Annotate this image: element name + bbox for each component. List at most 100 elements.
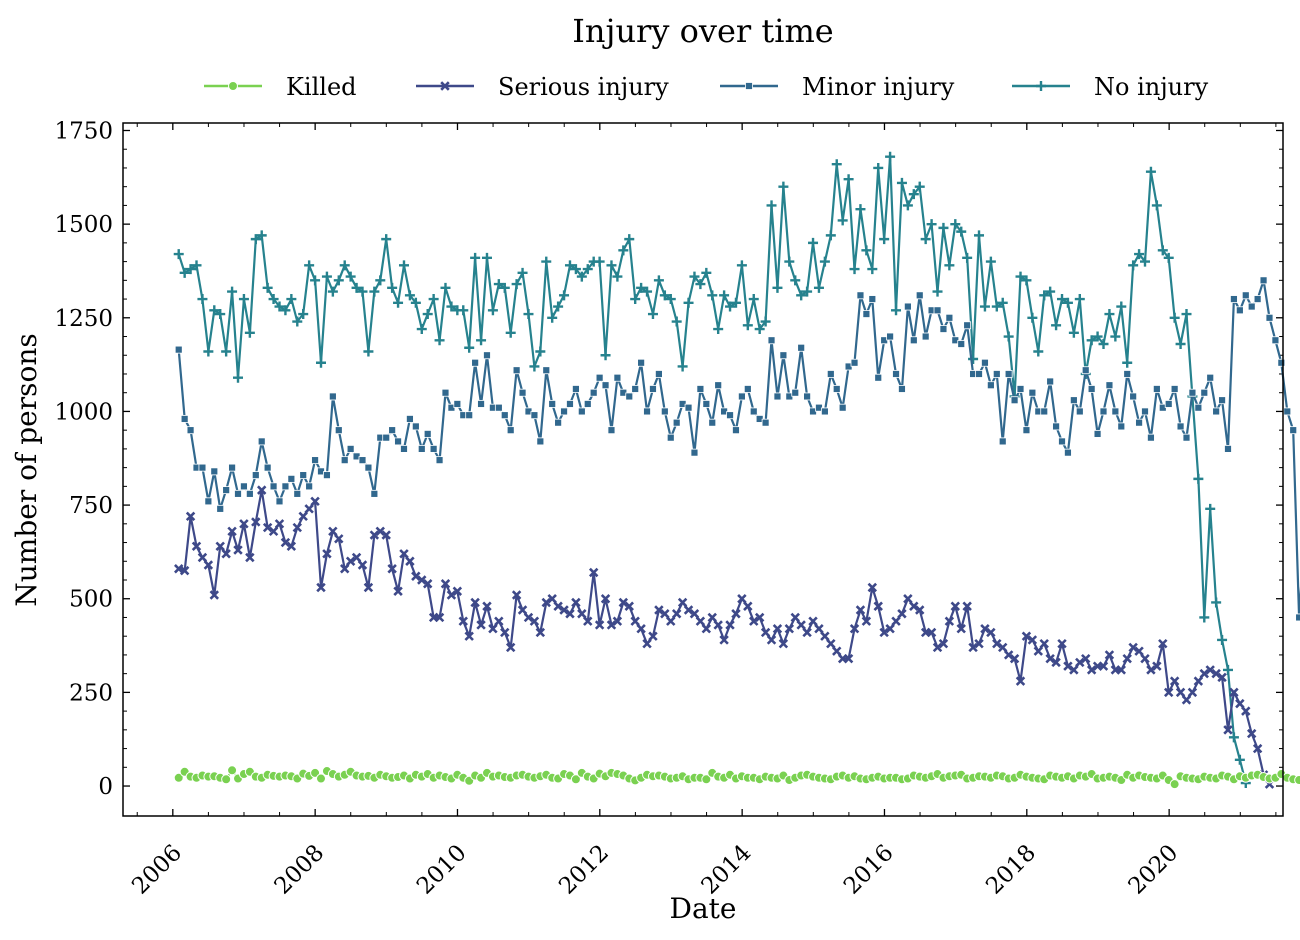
data-point-minor-injury xyxy=(222,486,231,495)
data-point-minor-injury xyxy=(690,448,699,457)
data-point-serious-injury xyxy=(1211,668,1221,679)
data-point-no-injury xyxy=(310,275,321,286)
legend-item-killed: Killed xyxy=(204,73,357,101)
data-point-minor-injury xyxy=(1040,407,1049,416)
data-point-serious-injury xyxy=(185,511,196,522)
data-point-minor-injury xyxy=(892,370,900,378)
data-point-serious-injury xyxy=(476,620,486,630)
data-point-serious-injury xyxy=(1075,657,1085,668)
data-point-serious-injury xyxy=(1169,676,1180,686)
data-point-serious-injury xyxy=(197,552,208,563)
data-point-no-injury xyxy=(351,282,362,293)
data-point-minor-injury xyxy=(981,358,989,367)
data-point-serious-injury xyxy=(381,530,391,540)
data-point-serious-injury xyxy=(577,608,587,619)
data-point-no-injury xyxy=(547,312,558,323)
data-point-no-injury xyxy=(914,181,925,192)
data-point-serious-injury xyxy=(262,522,273,533)
data-point-serious-injury xyxy=(891,616,901,626)
data-point-serious-injury xyxy=(778,638,789,649)
data-point-serious-injury xyxy=(962,601,972,611)
data-point-minor-injury xyxy=(797,343,806,352)
data-point-minor-injury xyxy=(779,351,788,360)
data-point-no-injury xyxy=(428,294,439,305)
data-point-serious-injury xyxy=(695,616,706,626)
data-point-minor-injury xyxy=(1022,426,1031,435)
data-point-serious-injury xyxy=(387,564,397,574)
data-point-minor-injury xyxy=(1004,370,1013,378)
data-point-no-injury xyxy=(416,324,427,335)
data-point-no-injury xyxy=(576,271,587,282)
data-point-serious-injury xyxy=(458,616,468,626)
data-point-minor-injury xyxy=(1141,407,1149,416)
data-point-no-injury xyxy=(1045,286,1056,297)
y-tick-label: 250 xyxy=(69,680,113,706)
data-point-serious-injury xyxy=(760,627,771,638)
data-point-minor-injury xyxy=(749,407,758,416)
data-point-no-injury xyxy=(286,294,297,305)
data-point-no-injury xyxy=(926,219,937,230)
data-point-minor-injury xyxy=(803,392,812,401)
data-point-no-injury xyxy=(1039,290,1050,301)
data-point-no-injury xyxy=(487,305,498,316)
data-point-no-injury xyxy=(1205,503,1216,514)
data-point-serious-injury xyxy=(867,582,878,593)
data-point-minor-injury xyxy=(441,388,450,397)
data-point-serious-injury xyxy=(808,616,818,626)
data-point-minor-injury xyxy=(975,370,983,378)
data-point-no-injury xyxy=(879,234,890,245)
data-point-serious-injury xyxy=(660,608,670,619)
data-point-no-injury xyxy=(594,256,605,267)
data-point-no-injury xyxy=(1068,327,1079,338)
data-point-serious-injury xyxy=(1217,672,1227,683)
data-point-minor-injury xyxy=(672,418,681,427)
data-point-minor-injury xyxy=(886,332,894,341)
data-point-serious-injury xyxy=(820,631,830,641)
data-point-no-injury xyxy=(215,309,226,320)
data-point-minor-injury xyxy=(1206,373,1215,382)
data-point-minor-injury xyxy=(328,392,337,401)
data-point-minor-injury xyxy=(1105,381,1114,390)
x-tick-label: 2016 xyxy=(839,840,899,900)
data-point-no-injury xyxy=(553,301,564,312)
data-point-serious-injury xyxy=(1134,646,1144,656)
data-point-no-injury xyxy=(1033,346,1044,357)
data-point-no-injury xyxy=(979,301,990,312)
data-point-serious-injury xyxy=(719,635,729,645)
y-tick-label: 1250 xyxy=(54,306,113,332)
data-point-minor-injury xyxy=(654,370,663,378)
data-point-serious-injury xyxy=(1027,635,1038,645)
data-point-no-injury xyxy=(707,290,718,301)
data-point-minor-injury xyxy=(909,336,918,345)
data-point-minor-injury xyxy=(530,411,539,420)
y-tick-label: 500 xyxy=(69,587,113,613)
data-point-minor-injury xyxy=(1283,407,1292,416)
x-tick-label: 2014 xyxy=(697,840,757,900)
data-point-minor-injury xyxy=(666,433,675,442)
data-point-no-injury xyxy=(991,301,1002,312)
data-point-serious-injury xyxy=(986,627,996,638)
data-point-minor-injury xyxy=(963,321,972,330)
data-point-no-injury xyxy=(802,286,813,297)
data-point-serious-injury xyxy=(689,608,700,619)
data-point-no-injury xyxy=(227,286,238,297)
legend-label-no-injury: No injury xyxy=(1094,73,1209,101)
data-point-serious-injury xyxy=(754,612,765,623)
data-point-no-injury xyxy=(292,316,303,327)
data-point-serious-injury xyxy=(322,549,332,559)
data-point-minor-injury xyxy=(1129,392,1138,401)
x-axis-label: Date xyxy=(670,892,737,925)
data-point-no-injury xyxy=(843,174,854,185)
data-point-minor-injury xyxy=(1147,433,1155,442)
data-point-minor-injury xyxy=(737,392,746,401)
data-point-serious-injury xyxy=(766,635,777,645)
data-point-no-injury xyxy=(997,297,1008,308)
data-point-no-injury xyxy=(796,290,807,301)
data-point-minor-injury xyxy=(637,358,646,367)
data-point-minor-injury xyxy=(346,444,355,453)
data-point-minor-injury xyxy=(293,489,302,498)
data-point-serious-injury xyxy=(1086,665,1097,675)
data-point-minor-injury xyxy=(334,426,343,435)
data-point-minor-injury xyxy=(536,437,545,446)
data-point-minor-injury xyxy=(577,407,586,416)
